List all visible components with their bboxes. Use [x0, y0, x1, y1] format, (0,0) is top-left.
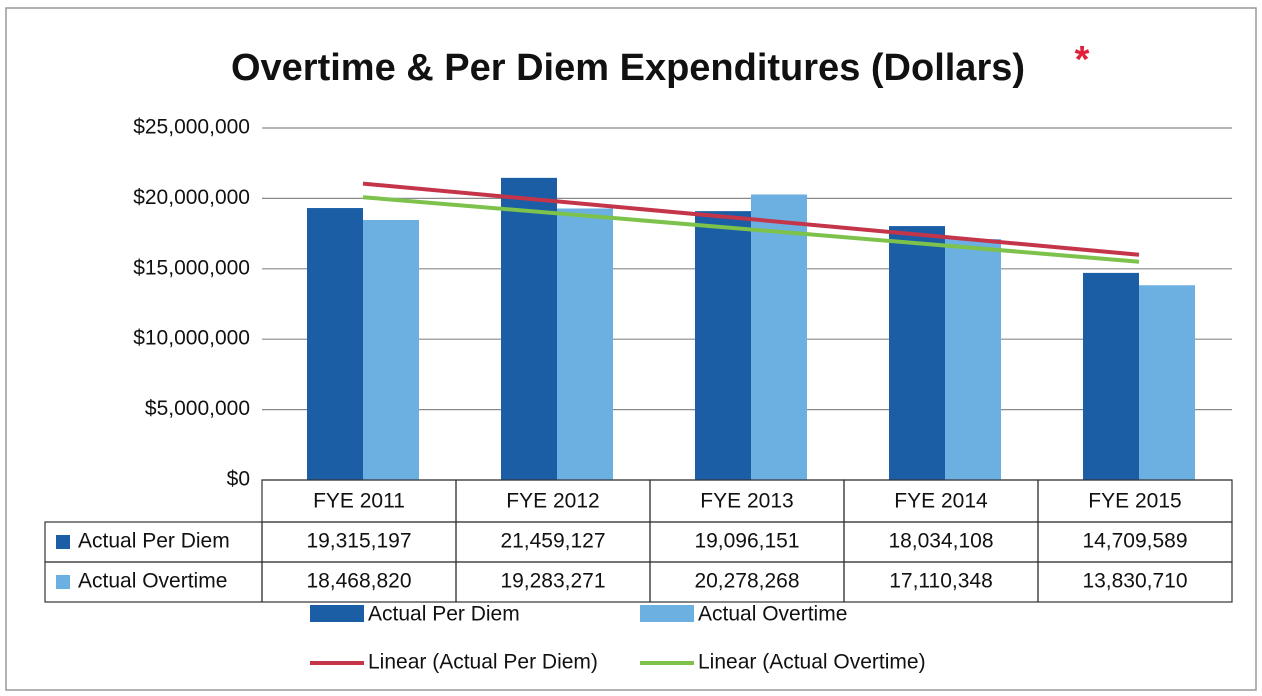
- legend-label: Linear (Actual Per Diem): [368, 651, 598, 674]
- bar: [695, 211, 751, 480]
- legend-label: Linear (Actual Overtime): [698, 651, 926, 674]
- bar: [1083, 272, 1139, 480]
- y-tick-label: $0: [227, 468, 250, 491]
- legend-swatch: [640, 605, 694, 622]
- table-row-label: Actual Per Diem: [78, 530, 230, 553]
- table-cell: [44, 561, 263, 603]
- bar: [751, 194, 807, 480]
- table-value: 14,709,589: [1082, 530, 1187, 553]
- table-value: 21,459,127: [500, 530, 605, 553]
- legend-label: Actual Per Diem: [368, 603, 520, 626]
- bar: [1139, 285, 1195, 480]
- x-tick-label: FYE 2015: [1088, 490, 1181, 513]
- table-row-label: Actual Overtime: [78, 570, 227, 593]
- table-value: 19,096,151: [694, 530, 799, 553]
- bar: [945, 239, 1001, 480]
- bar: [889, 226, 945, 480]
- chart-title: Overtime & Per Diem Expenditures (Dollar…: [231, 47, 1025, 89]
- x-tick-label: FYE 2012: [506, 490, 599, 513]
- x-tick-label: FYE 2013: [700, 490, 793, 513]
- table-value: 17,110,348: [889, 570, 993, 593]
- bar: [501, 177, 557, 480]
- table-value: 19,283,271: [500, 570, 605, 593]
- legend-swatch: [310, 605, 364, 622]
- legend-swatch: [56, 575, 70, 589]
- table-value: 18,468,820: [306, 570, 411, 593]
- trendline: [362, 195, 1140, 264]
- table-value: 19,315,197: [306, 530, 411, 553]
- table-value: 13,830,710: [1082, 570, 1187, 593]
- legend-label: Actual Overtime: [698, 603, 847, 626]
- y-tick-label: $25,000,000: [133, 116, 250, 139]
- y-tick-label: $20,000,000: [133, 186, 250, 209]
- bar: [557, 208, 613, 480]
- legend-swatch: [56, 535, 70, 549]
- table-value: 20,278,268: [694, 570, 799, 593]
- trendline: [362, 181, 1140, 257]
- y-tick-label: $5,000,000: [145, 397, 250, 420]
- table-value: 18,034,108: [888, 530, 993, 553]
- chart-border: [5, 7, 1257, 691]
- y-tick-label: $15,000,000: [133, 256, 250, 279]
- title-mark: *: [1075, 39, 1090, 81]
- y-tick-label: $10,000,000: [133, 327, 250, 350]
- bar: [363, 219, 419, 480]
- table-cell: [1037, 561, 1233, 603]
- bar: [307, 208, 363, 480]
- x-tick-label: FYE 2011: [313, 490, 405, 513]
- x-tick-label: FYE 2014: [894, 490, 988, 513]
